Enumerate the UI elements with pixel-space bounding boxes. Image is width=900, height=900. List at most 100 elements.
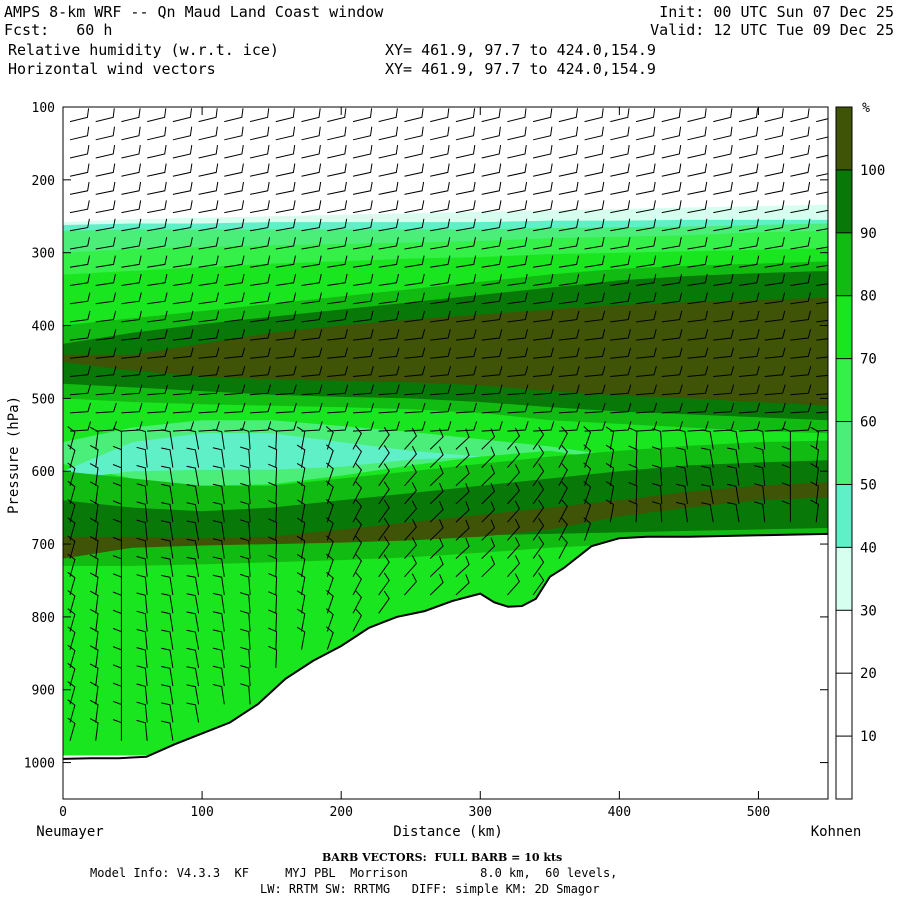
wind-barb bbox=[404, 482, 418, 505]
wind-barb bbox=[610, 255, 631, 268]
wind-barb bbox=[327, 200, 348, 214]
wind-barb bbox=[636, 310, 657, 323]
colorbar-tick-label: 10 bbox=[860, 729, 877, 745]
wind-barb bbox=[240, 555, 251, 577]
wind-barb bbox=[558, 218, 579, 232]
wind-barb bbox=[250, 365, 271, 377]
wind-barb bbox=[429, 428, 444, 450]
x-axis-label: Distance (km) bbox=[393, 824, 503, 840]
wind-barb bbox=[69, 163, 90, 177]
wind-barb bbox=[635, 108, 656, 123]
wind-barb bbox=[240, 501, 251, 523]
wind-barb bbox=[404, 237, 425, 250]
wind-barb bbox=[790, 163, 810, 177]
wind-barb bbox=[378, 218, 399, 232]
wind-barb bbox=[687, 218, 708, 232]
wind-barb bbox=[628, 445, 638, 468]
wind-barb bbox=[69, 402, 91, 414]
wind-barb bbox=[250, 237, 271, 250]
wind-barb bbox=[558, 384, 580, 396]
wind-barb bbox=[249, 163, 270, 177]
wind-barb bbox=[661, 145, 682, 159]
wind-barb bbox=[352, 590, 363, 614]
wind-barb bbox=[275, 237, 296, 250]
wind-barb bbox=[790, 421, 812, 432]
wind-barb bbox=[532, 536, 545, 559]
wind-barb bbox=[224, 255, 245, 268]
wind-barb bbox=[636, 218, 656, 232]
y-tick-label: 400 bbox=[32, 320, 55, 335]
wind-barb bbox=[738, 402, 761, 414]
wind-barb bbox=[651, 428, 663, 450]
wind-barb bbox=[186, 465, 200, 486]
wind-barb bbox=[161, 520, 174, 541]
wind-barb bbox=[224, 181, 244, 195]
wind-barb bbox=[240, 573, 251, 596]
wind-barb bbox=[675, 501, 688, 523]
wind-barb bbox=[404, 145, 424, 159]
wind-barb bbox=[764, 237, 785, 250]
wind-barb bbox=[738, 181, 759, 195]
wind-barb bbox=[378, 163, 399, 177]
wind-barb bbox=[161, 538, 174, 559]
wind-barb bbox=[584, 402, 606, 414]
x-tick-label: 0 bbox=[59, 805, 67, 820]
wind-barb bbox=[172, 200, 193, 214]
wind-barb bbox=[89, 681, 99, 705]
wind-barb bbox=[687, 310, 708, 323]
wind-barb bbox=[296, 553, 306, 577]
wind-barb bbox=[455, 108, 476, 123]
wind-barb bbox=[186, 520, 200, 541]
wind-barb bbox=[455, 421, 478, 432]
wind-barb bbox=[430, 200, 450, 214]
wind-barb bbox=[810, 481, 819, 505]
wind-barb bbox=[713, 108, 733, 123]
wind-barb bbox=[147, 292, 168, 305]
wind-barb bbox=[636, 421, 658, 432]
wind-barb bbox=[764, 421, 786, 432]
wind-barb bbox=[713, 255, 734, 268]
wind-barb bbox=[533, 329, 554, 341]
colorbar-segment bbox=[836, 295, 852, 359]
wind-barb bbox=[455, 464, 470, 487]
wind-barb bbox=[754, 446, 766, 468]
wind-barb bbox=[378, 310, 400, 323]
wind-barb bbox=[764, 347, 786, 359]
wind-barb bbox=[532, 499, 545, 523]
wind-barb bbox=[430, 255, 451, 268]
wind-barb bbox=[268, 427, 278, 450]
rh-lower-100 bbox=[63, 482, 828, 559]
wind-barb bbox=[764, 292, 786, 305]
wind-barb bbox=[738, 329, 760, 341]
chart-title: AMPS 8-km WRF -- Qn Maud Land Coast wind… bbox=[4, 3, 384, 21]
wind-barb bbox=[584, 200, 605, 214]
colorbar-tick-label: 30 bbox=[860, 603, 877, 619]
wind-barb bbox=[352, 571, 363, 596]
wind-barb bbox=[533, 292, 554, 305]
wind-barb bbox=[507, 255, 528, 268]
wind-barb bbox=[95, 421, 117, 432]
x-tick-label: 100 bbox=[190, 805, 213, 820]
wind-barb bbox=[240, 665, 251, 687]
wind-barb bbox=[430, 347, 451, 359]
wind-barb bbox=[605, 444, 615, 468]
wind-barb bbox=[352, 108, 373, 123]
wind-barb bbox=[275, 347, 297, 359]
wind-barb bbox=[738, 292, 760, 305]
wind-barb bbox=[240, 537, 251, 559]
wind-barb bbox=[584, 310, 606, 323]
wind-barb bbox=[147, 347, 168, 359]
wind-barb bbox=[67, 517, 76, 541]
wind-barb bbox=[636, 347, 657, 359]
wind-barb bbox=[558, 292, 580, 305]
wind-barb bbox=[198, 181, 219, 195]
wind-barb bbox=[713, 310, 734, 323]
wind-barb bbox=[172, 273, 194, 286]
wind-barb bbox=[507, 500, 521, 523]
wind-barb bbox=[136, 574, 148, 596]
wind-barb bbox=[661, 108, 681, 123]
wind-barb bbox=[687, 292, 708, 305]
wind-barb bbox=[224, 384, 246, 396]
wind-barb bbox=[636, 200, 656, 214]
